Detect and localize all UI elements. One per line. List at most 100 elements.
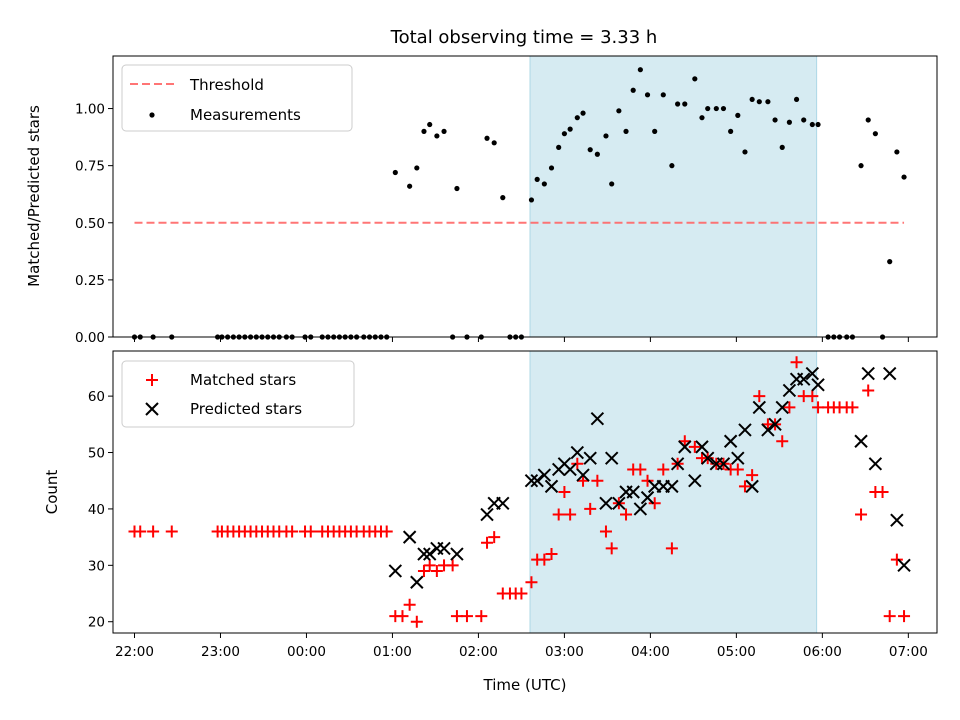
predicted-star-point [868,457,883,471]
y-tick-label: 0.00 [75,330,105,346]
measurement-point [580,110,586,116]
matched-star-point [688,440,701,453]
predicted-star-point [640,490,655,505]
matched-star-point [304,525,317,538]
measurement-point [735,112,741,118]
measurement-point [772,117,778,123]
matched-star-point [657,463,670,476]
measurement-point [441,128,447,134]
predicted-star-point [437,541,451,556]
matched-star-point [525,576,538,589]
matched-star-point [846,401,859,414]
measurement-point [392,169,398,176]
measurement-point [669,163,675,169]
count-panel-frame [112,350,938,634]
matched-star-point [430,564,443,577]
observing-window-shading [529,350,818,634]
y-tick-label: 30 [88,558,105,574]
measurement-point [414,165,420,171]
ratio-y-axis-ticks: 0.00 0.25 0.50 0.75 1.00 [75,102,113,346]
ratio-marks [131,67,907,340]
measurement-point [894,149,900,155]
y-tick-label: 60 [88,389,105,405]
measurement-point [637,67,643,73]
predicted-star-point [590,411,605,426]
ratio-y-axis-label: Matched/Predicted stars [25,105,43,287]
x-tick-label: 02:00 [459,644,498,660]
ratio-legend: Threshold Measurements [121,64,353,132]
matched-star-point [876,486,889,498]
matched-star-point [665,542,678,555]
measurement-point [786,119,792,125]
matched-star-point [806,390,819,403]
chart-title: Total observing time = 3.33 h [390,27,658,48]
measurement-point [609,181,615,187]
predicted-star-point [688,474,702,488]
matched-star-point [776,435,789,448]
count-y-axis-label: Count [43,470,61,515]
measurement-point [692,76,698,82]
measurement-point [574,115,580,121]
measurement-point [720,105,727,112]
count-panel: 20 30 40 50 60 22:00 23:00 00:00 01:00 02:00 03:0… [43,350,938,694]
matched-star-point [599,525,612,538]
matched-star-point [410,615,423,628]
matched-star-point [746,469,759,482]
predicted-star-point [537,468,552,482]
matched-star-point [417,564,430,577]
predicted-star-point [731,451,745,465]
predicted-star-point [897,558,911,573]
matched-star-point [165,525,178,538]
measurement-point [713,105,719,112]
measurement-point [500,195,506,201]
predicted-star-point [768,417,782,432]
measurement-point [809,121,815,128]
predicted-star-point [570,445,585,460]
predicted-star-point [665,479,679,494]
measurement-point [749,96,755,103]
matched-star-point [134,525,147,538]
matched-star-point [515,587,528,600]
matched-star-point [634,463,647,476]
measurement-point [865,117,871,123]
predicted-star-point [670,457,685,471]
measurement-point [756,99,762,105]
matched-star-point [862,384,875,397]
measurement-point [427,121,433,128]
matched-star-point [898,610,911,623]
count-y-axis-ticks: 20 30 40 50 60 [88,389,113,631]
measurement-point [793,96,800,103]
predicted-star-point [890,513,904,527]
predicted-star-point [805,366,820,381]
measurement-point [561,131,568,137]
predicted-star-point [695,440,709,454]
measurement-point [728,128,734,134]
x-tick-label: 05:00 [717,644,756,660]
measurement-point [801,117,807,123]
predicted-star-point [761,423,775,437]
predicted-star-point [797,372,811,386]
measurement-point [567,126,573,132]
matched-star-point [552,508,565,521]
ratio-panel-frame [112,55,938,338]
matched-star-point [591,474,604,487]
measurement-point [779,144,785,150]
measurement-point [660,92,666,98]
matched-star-point [753,390,766,403]
predicted-star-point [524,474,539,488]
measurement-point [616,108,622,114]
measurement-point [434,133,440,139]
legend-threshold-label: Threshold [189,76,264,94]
ratio-panel: 0.00 0.25 0.50 0.75 1.00 Matched/Predicted s… [25,55,938,346]
matched-star-point [564,508,577,521]
predicted-star-point [811,378,825,392]
predicted-star-point [544,479,559,494]
matched-star-point [286,525,299,538]
matched-star-point [545,548,558,561]
matched-star-point [396,610,409,623]
matched-star-point [605,542,618,555]
x-tick-label: 03:00 [545,644,584,660]
measurement-point [556,144,562,150]
measurement-point [682,101,688,107]
legend-matched-label: Matched stars [190,371,296,389]
